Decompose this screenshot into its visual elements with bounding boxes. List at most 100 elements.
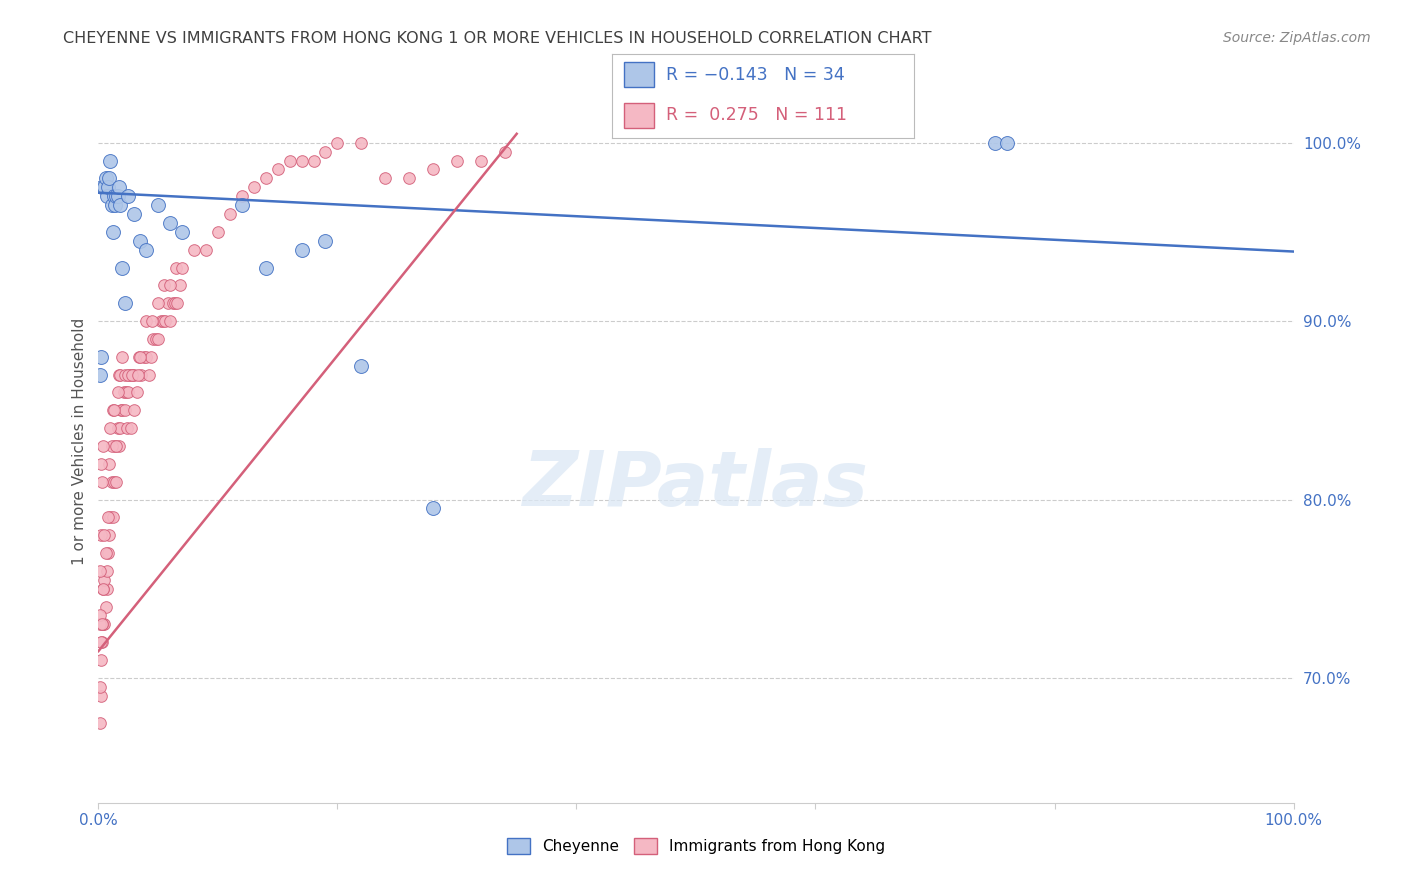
Point (148, 296, 170, 310)
Point (302, 153, 325, 168)
Point (114, 403, 136, 417)
Point (105, 189, 128, 203)
Point (291, 153, 314, 168)
Point (135, 350, 157, 364)
Point (183, 243, 205, 257)
Point (114, 296, 136, 310)
Text: ZIPatlas: ZIPatlas (523, 448, 869, 522)
Point (984, 136, 1007, 150)
Point (145, 332, 167, 346)
Point (101, 225, 124, 239)
Point (195, 243, 218, 257)
Point (91, 180, 114, 194)
Point (128, 350, 150, 364)
Point (98, 153, 122, 168)
Point (98, 510, 122, 524)
Point (127, 368, 149, 382)
Point (470, 153, 492, 168)
Point (91, 582, 114, 596)
Point (90, 350, 112, 364)
Point (89, 368, 111, 382)
Point (101, 403, 124, 417)
Text: R =  0.275   N = 111: R = 0.275 N = 111 (666, 106, 846, 124)
Point (98, 528, 121, 542)
Point (153, 278, 176, 293)
Point (422, 162, 444, 177)
Point (90, 689, 112, 703)
Point (141, 314, 163, 328)
Point (159, 314, 181, 328)
Point (97, 546, 120, 560)
Point (89, 564, 111, 578)
Point (148, 198, 170, 212)
Point (96, 564, 118, 578)
Point (124, 403, 146, 417)
Point (90, 653, 112, 667)
Point (139, 350, 162, 364)
Bar (624, 62, 654, 87)
Point (117, 189, 139, 203)
Point (231, 189, 253, 203)
Point (142, 332, 165, 346)
Point (315, 145, 337, 159)
Point (97, 180, 120, 194)
Point (121, 368, 143, 382)
Legend: Cheyenne, Immigrants from Hong Kong: Cheyenne, Immigrants from Hong Kong (501, 832, 891, 860)
Point (107, 189, 129, 203)
Point (108, 198, 131, 212)
Point (152, 314, 174, 328)
Point (231, 198, 253, 212)
Point (207, 225, 229, 239)
Point (155, 314, 177, 328)
Point (104, 439, 127, 453)
Point (125, 385, 148, 400)
Point (124, 207, 146, 221)
Point (91, 582, 114, 596)
Point (93, 617, 115, 632)
Point (169, 278, 191, 293)
Point (118, 368, 141, 382)
Point (100, 198, 122, 212)
Point (219, 207, 242, 221)
Point (111, 350, 134, 364)
Point (166, 296, 188, 310)
Point (89, 715, 111, 730)
Point (93, 573, 115, 587)
Point (159, 216, 181, 230)
Point (91, 617, 114, 632)
Point (103, 475, 125, 489)
Point (107, 439, 129, 453)
Point (108, 421, 131, 435)
Point (291, 243, 314, 257)
Point (111, 403, 134, 417)
Point (107, 421, 129, 435)
Point (90, 457, 112, 471)
Point (91, 617, 114, 632)
Point (97, 510, 120, 524)
Point (163, 296, 186, 310)
Point (315, 234, 337, 248)
Point (254, 171, 277, 186)
Point (94, 599, 117, 614)
Point (117, 368, 139, 382)
Point (398, 171, 420, 186)
Point (111, 260, 134, 275)
Point (326, 136, 349, 150)
Point (100, 475, 122, 489)
Point (159, 278, 181, 293)
Point (278, 153, 301, 168)
Point (103, 189, 125, 203)
Point (148, 332, 170, 346)
Point (103, 403, 125, 417)
Point (96, 582, 118, 596)
Point (91, 439, 114, 453)
Point (446, 153, 468, 168)
Point (149, 314, 172, 328)
Point (114, 368, 136, 382)
Point (96, 189, 118, 203)
Point (104, 198, 127, 212)
Text: R = −0.143   N = 34: R = −0.143 N = 34 (666, 66, 845, 84)
Point (108, 368, 131, 382)
Point (121, 368, 143, 382)
Point (91, 617, 114, 632)
